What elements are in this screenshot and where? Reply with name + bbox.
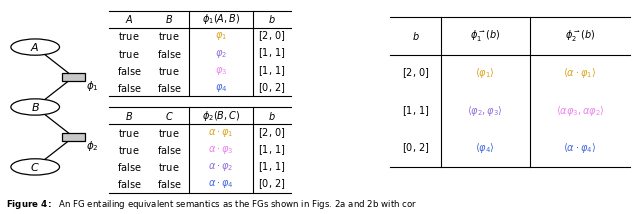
FancyBboxPatch shape <box>62 73 85 81</box>
Text: $\mathrm{false}$: $\mathrm{false}$ <box>157 82 181 94</box>
Text: $\phi_1(A,B)$: $\phi_1(A,B)$ <box>202 12 240 26</box>
Text: $\mathrm{true}$: $\mathrm{true}$ <box>158 30 180 42</box>
Circle shape <box>11 99 60 115</box>
Text: $C$: $C$ <box>164 110 173 122</box>
Text: $[0,\,2]$: $[0,\,2]$ <box>258 81 286 95</box>
Text: $[1,\,1]$: $[1,\,1]$ <box>258 64 286 77</box>
Text: $\varphi_2$: $\varphi_2$ <box>215 48 227 59</box>
Circle shape <box>11 39 60 55</box>
Text: $\mathrm{true}$: $\mathrm{true}$ <box>158 65 180 77</box>
Text: $\mathrm{false}$: $\mathrm{false}$ <box>157 178 181 190</box>
Text: $[2,\,0]$: $[2,\,0]$ <box>402 66 429 80</box>
Circle shape <box>11 159 60 175</box>
Text: $[2,\,0]$: $[2,\,0]$ <box>258 126 286 140</box>
FancyBboxPatch shape <box>62 133 85 141</box>
Text: $[1,\,1]$: $[1,\,1]$ <box>402 104 429 118</box>
Text: $B$: $B$ <box>165 13 173 25</box>
Text: $[1,\,1]$: $[1,\,1]$ <box>258 47 286 60</box>
Text: $\langle \varphi_4 \rangle$: $\langle \varphi_4 \rangle$ <box>476 141 495 155</box>
Text: $\phi_2(B,C)$: $\phi_2(B,C)$ <box>202 108 240 123</box>
Text: $b$: $b$ <box>412 30 419 42</box>
Text: $\mathrm{true}$: $\mathrm{true}$ <box>158 127 180 139</box>
Text: $\langle \alpha \cdot \varphi_1 \rangle$: $\langle \alpha \cdot \varphi_1 \rangle$ <box>563 66 596 80</box>
Text: $\langle \varphi_1 \rangle$: $\langle \varphi_1 \rangle$ <box>476 66 495 80</box>
Text: $b$: $b$ <box>268 13 276 25</box>
Text: $\mathrm{false}$: $\mathrm{false}$ <box>157 48 181 59</box>
Text: $[1,\,1]$: $[1,\,1]$ <box>258 160 286 174</box>
Text: $B$: $B$ <box>125 110 133 122</box>
Text: $\langle \alpha \cdot \varphi_4 \rangle$: $\langle \alpha \cdot \varphi_4 \rangle$ <box>563 141 596 155</box>
Text: $A$: $A$ <box>31 41 40 53</box>
Text: $\mathrm{true}$: $\mathrm{true}$ <box>118 144 140 156</box>
Text: $\mathrm{true}$: $\mathrm{true}$ <box>158 161 180 173</box>
Text: $\mathrm{true}$: $\mathrm{true}$ <box>118 30 140 42</box>
Text: $\langle \varphi_2,\varphi_3 \rangle$: $\langle \varphi_2,\varphi_3 \rangle$ <box>467 104 503 118</box>
Text: $\alpha \cdot \varphi_2$: $\alpha \cdot \varphi_2$ <box>209 161 234 173</box>
Text: $\phi_2$: $\phi_2$ <box>86 138 99 153</box>
Text: $[2,\,0]$: $[2,\,0]$ <box>258 30 286 43</box>
Text: $\phi_1^{\rightharpoonup}(b)$: $\phi_1^{\rightharpoonup}(b)$ <box>470 28 500 43</box>
Text: $\mathrm{false}$: $\mathrm{false}$ <box>116 65 141 77</box>
Text: $b$: $b$ <box>268 110 276 122</box>
Text: $[0,\,2]$: $[0,\,2]$ <box>402 141 429 155</box>
Text: $\alpha \cdot \varphi_4$: $\alpha \cdot \varphi_4$ <box>208 178 234 190</box>
Text: $\mathrm{false}$: $\mathrm{false}$ <box>157 144 181 156</box>
Text: $\mathrm{true}$: $\mathrm{true}$ <box>118 48 140 59</box>
Text: $\mathrm{false}$: $\mathrm{false}$ <box>116 82 141 94</box>
Text: $\phi_1$: $\phi_1$ <box>86 79 99 93</box>
Text: $\mathrm{true}$: $\mathrm{true}$ <box>118 127 140 139</box>
Text: $A$: $A$ <box>125 13 133 25</box>
Text: $B$: $B$ <box>31 101 40 113</box>
Text: $[0,\,2]$: $[0,\,2]$ <box>258 177 286 191</box>
Text: $\varphi_1$: $\varphi_1$ <box>215 30 227 42</box>
Text: $\phi_2^{\rightharpoonup}(b)$: $\phi_2^{\rightharpoonup}(b)$ <box>564 28 595 43</box>
Text: $C$: $C$ <box>30 161 40 173</box>
Text: $\mathrm{false}$: $\mathrm{false}$ <box>116 161 141 173</box>
Text: $\langle \alpha\varphi_3, \alpha\varphi_2 \rangle$: $\langle \alpha\varphi_3, \alpha\varphi_… <box>556 104 604 118</box>
Text: $\alpha \cdot \varphi_1$: $\alpha \cdot \varphi_1$ <box>208 127 234 139</box>
Text: $\varphi_3$: $\varphi_3$ <box>215 65 227 77</box>
Text: $\varphi_4$: $\varphi_4$ <box>215 82 227 94</box>
Text: $\mathrm{false}$: $\mathrm{false}$ <box>116 178 141 190</box>
Text: $\mathbf{Figure\ 4{:}}$  An FG entailing equivalent semantics as the FGs shown i: $\mathbf{Figure\ 4{:}}$ An FG entailing … <box>6 198 418 211</box>
Text: $\alpha \cdot \varphi_3$: $\alpha \cdot \varphi_3$ <box>208 144 234 156</box>
Text: $[1,\,1]$: $[1,\,1]$ <box>258 143 286 157</box>
